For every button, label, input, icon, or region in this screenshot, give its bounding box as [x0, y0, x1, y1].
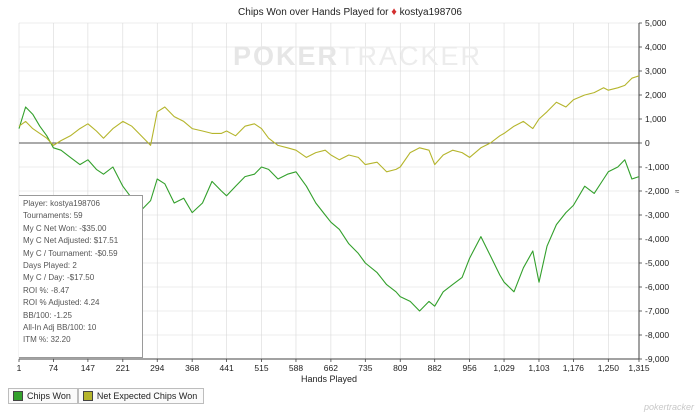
footer-watermark: pokertracker [643, 402, 694, 412]
stat-line: My C Net Won: -$35.00 [23, 223, 107, 233]
x-tick-label: 956 [463, 363, 477, 373]
x-tick-label: 368 [185, 363, 199, 373]
y-tick-label: -5,000 [645, 258, 669, 268]
stat-line: Tournaments: 59 [23, 211, 83, 221]
chart-title-player: kostya198706 [399, 7, 462, 18]
x-tick-label: 1,103 [528, 363, 550, 373]
stat-line: My C / Day: -$17.50 [23, 273, 95, 283]
x-tick-label: 1,029 [493, 363, 515, 373]
x-tick-label: 1,315 [628, 363, 650, 373]
stat-line: BB/100: -1.25 [23, 310, 72, 320]
y-unit-icon: ≈ [675, 187, 680, 196]
y-tick-label: 0 [645, 138, 650, 148]
stat-line: ROI %: -8.47 [23, 285, 70, 295]
x-tick-label: 515 [254, 363, 268, 373]
x-tick-label: 74 [49, 363, 59, 373]
pokertracker-watermark: POKERTRACKER [233, 41, 482, 72]
x-tick-label: 588 [289, 363, 303, 373]
x-tick-label: 809 [393, 363, 407, 373]
x-tick-label: 662 [324, 363, 338, 373]
stat-line: All-In Adj BB/100: 10 [23, 322, 97, 332]
stat-line: Player: kostya198706 [23, 199, 100, 208]
y-tick-label: -1,000 [645, 162, 669, 172]
stat-line: My C / Tournament: -$0.59 [23, 248, 118, 258]
x-tick-label: 441 [220, 363, 234, 373]
diamond-suit-icon: ♦ [391, 6, 397, 18]
y-tick-label: 4,000 [645, 42, 667, 52]
y-tick-label: 2,000 [645, 90, 667, 100]
legend-swatch [82, 391, 93, 401]
watermark-poker: POKER [233, 41, 340, 71]
watermark-tracker: TRACKER [339, 41, 483, 71]
chart-title: Chips Won over Hands Played for ♦ kostya… [0, 6, 700, 18]
y-tick-label: -7,000 [645, 306, 669, 316]
series-line-chips-won [18, 106, 640, 312]
legend-swatch [13, 391, 23, 401]
series-layer [18, 75, 640, 312]
x-tick-label: 735 [358, 363, 372, 373]
legend: Chips Won Net Expected Chips Won [8, 388, 205, 404]
y-tick-label: -6,000 [645, 282, 669, 292]
stat-line: Days Played: 2 [23, 260, 77, 270]
y-tick-label: 5,000 [645, 18, 667, 28]
y-tick-label: -9,000 [645, 354, 669, 364]
y-tick-label: -4,000 [645, 234, 669, 244]
axis-layer [18, 22, 642, 362]
x-tick-label: 294 [150, 363, 164, 373]
stat-line: ROI % Adjusted: 4.24 [23, 298, 100, 308]
legend-item-net-expected[interactable]: Net Expected Chips Won [77, 388, 205, 404]
legend-label: Chips Won [27, 391, 71, 401]
x-tick-label: 1 [17, 363, 22, 373]
x-tick-label: 147 [81, 363, 95, 373]
series-line-net-expected-chips-won [18, 75, 640, 173]
x-tick-label: 1,250 [598, 363, 620, 373]
label-layer: 1 74 147 221 294 368 441 515 588 662 735 809 882 956 1… [17, 18, 670, 384]
x-tick-label: 221 [116, 363, 130, 373]
chart-title-prefix: Chips Won over Hands Played for [238, 7, 389, 18]
legend-item-chips-won[interactable]: Chips Won [8, 388, 78, 404]
y-tick-label: 1,000 [645, 114, 667, 124]
x-tick-label: 882 [428, 363, 442, 373]
y-tick-label: -8,000 [645, 330, 669, 340]
stat-line: My C Net Adjusted: $17.51 [23, 236, 119, 246]
x-tick-label: 1,176 [563, 363, 585, 373]
stats-panel: Player: kostya198706 Tournaments: 59 My … [19, 195, 143, 358]
stat-line: ITM %: 32.20 [23, 335, 71, 345]
y-tick-label: -3,000 [645, 210, 669, 220]
y-tick-label: 3,000 [645, 66, 667, 76]
legend-label: Net Expected Chips Won [96, 391, 198, 401]
y-tick-label: -2,000 [645, 186, 669, 196]
x-axis-label: Hands Played [301, 374, 357, 384]
